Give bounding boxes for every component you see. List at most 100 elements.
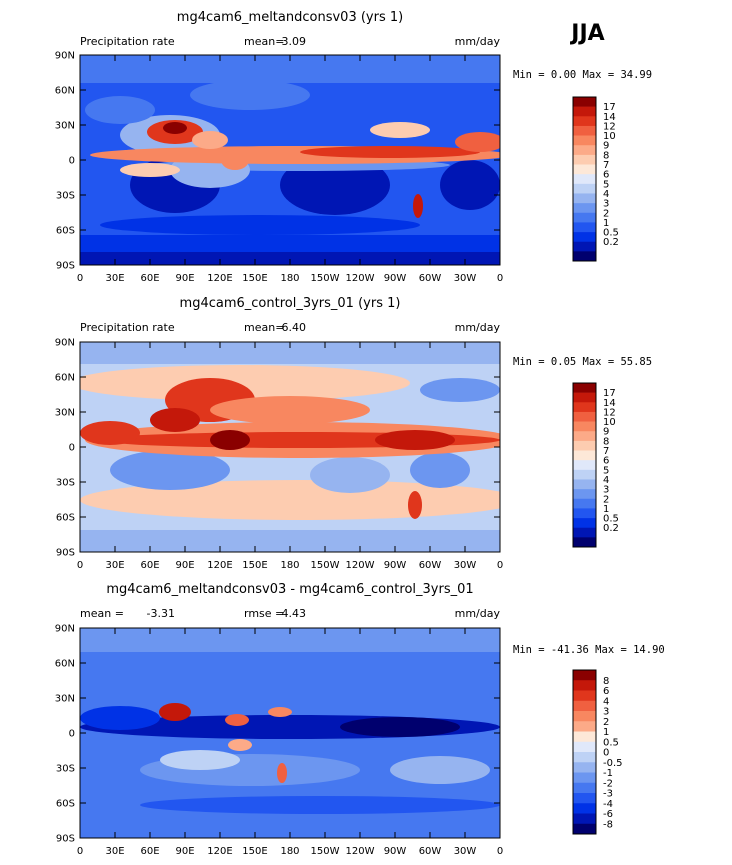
lat-tick-label: 30N xyxy=(55,121,75,132)
colorbar-label: 1 xyxy=(603,727,609,738)
panel-2-mean-value: 6.40 xyxy=(282,321,307,334)
lon-tick-label: 120W xyxy=(346,273,375,284)
lat-tick-label: 0 xyxy=(69,443,75,454)
colorbar-swatch xyxy=(573,241,596,252)
colorbar-label: 6 xyxy=(603,456,609,467)
colorbar-frame xyxy=(572,382,597,548)
panel-2-variable: Precipitation rate xyxy=(80,321,175,334)
panel-3-title: mg4cam6_meltandconsv03 - mg4cam6_control… xyxy=(106,582,473,597)
lon-tick-label: 180 xyxy=(280,273,299,284)
colorbar-swatch xyxy=(573,782,596,794)
panel-2-title: mg4cam6_control_3yrs_01 (yrs 1) xyxy=(180,296,401,311)
colorbar-swatch xyxy=(573,402,596,413)
colorbar-label: 4 xyxy=(603,189,609,200)
lon-tick-label: 120E xyxy=(207,846,232,857)
colorbar-label: 2 xyxy=(603,494,609,505)
colorbar-label: 9 xyxy=(603,141,609,152)
lon-tick-label: 150W xyxy=(311,560,340,571)
colorbar-swatch xyxy=(573,116,596,127)
colorbar-swatch xyxy=(573,670,596,681)
colorbar-frame xyxy=(572,96,597,262)
lat-tick-label: 60S xyxy=(56,226,75,237)
colorbar-label: 10 xyxy=(603,131,616,142)
season-label: JJA xyxy=(569,21,604,46)
colorbar-swatch xyxy=(573,383,596,393)
colorbar-swatch xyxy=(573,421,596,432)
lon-tick-label: 150E xyxy=(242,273,267,284)
colorbar-swatch xyxy=(573,97,596,107)
panel-3-mean-value: -3.31 xyxy=(147,607,175,620)
colorbar-swatch xyxy=(573,479,596,490)
colorbar-label: -4 xyxy=(603,799,613,810)
colorbar-label: 0.2 xyxy=(603,237,619,248)
colorbar-label: -2 xyxy=(603,778,613,789)
colorbar-label: 6 xyxy=(603,170,609,181)
colorbar-label: 9 xyxy=(603,427,609,438)
lon-tick-label: 30W xyxy=(454,560,477,571)
colorbar-swatch xyxy=(573,680,596,691)
lat-tick-label: 30S xyxy=(56,191,75,202)
colorbar-label: -6 xyxy=(603,809,613,820)
lat-tick-label: 60N xyxy=(55,659,75,670)
lon-tick-label: 90E xyxy=(175,846,194,857)
lon-tick-label: 30W xyxy=(454,846,477,857)
panel-3: mg4cam6_meltandconsv03 - mg4cam6_control… xyxy=(55,582,665,857)
colorbar-label: -8 xyxy=(603,819,613,830)
lon-tick-label: 120W xyxy=(346,846,375,857)
colorbar-label: 6 xyxy=(603,686,609,697)
lon-tick-label: 60E xyxy=(140,560,159,571)
colorbar-swatch xyxy=(573,164,596,175)
lon-tick-label: 150W xyxy=(311,846,340,857)
panel-1-lon-axis: 0 30E 60E 90E 120E 150E 180 150W 120W 90W 60W 30W 0 xyxy=(77,55,503,284)
colorbar-label: -0.5 xyxy=(603,758,623,769)
lon-tick-label: 0 xyxy=(77,273,83,284)
colorbar-label: 2 xyxy=(603,208,609,219)
lon-tick-label: 120E xyxy=(207,273,232,284)
lat-tick-label: 60S xyxy=(56,799,75,810)
colorbar-label: 14 xyxy=(603,398,616,409)
colorbar-swatch xyxy=(573,793,596,804)
lon-tick-label: 180 xyxy=(280,846,299,857)
panel-3-minmax: Min = -41.36 Max = 14.90 xyxy=(513,644,665,656)
colorbar-swatch xyxy=(573,711,596,722)
colorbar-label: 4 xyxy=(603,475,609,486)
colorbar-label: 1 xyxy=(603,504,609,515)
colorbar-swatch xyxy=(573,154,596,165)
colorbar-swatch xyxy=(573,135,596,146)
colorbar-label: 5 xyxy=(603,179,609,190)
colorbar-label: 17 xyxy=(603,388,616,399)
lon-tick-label: 30E xyxy=(105,560,124,571)
panel-3-rmse-value: 4.43 xyxy=(282,607,307,620)
lon-tick-label: 30W xyxy=(454,273,477,284)
colorbar-swatch xyxy=(573,460,596,471)
colorbar-swatch xyxy=(573,145,596,156)
panel-2-lon-axis: 0 30E 60E 90E 120E 150E 180 150W 120W 90W 60W 30W 0 xyxy=(77,342,503,571)
lat-tick-label: 90N xyxy=(55,51,75,62)
panel-2-map xyxy=(80,342,500,552)
lon-tick-label: 0 xyxy=(497,273,503,284)
panel-1-lat-axis: 90N 60N 30N 0 30S 60S 90S xyxy=(55,51,500,272)
lon-tick-label: 60W xyxy=(419,273,442,284)
lon-tick-label: 120E xyxy=(207,560,232,571)
colorbar-swatch xyxy=(573,232,596,243)
lon-tick-label: 0 xyxy=(497,560,503,571)
colorbar-label: 3 xyxy=(603,485,609,496)
lon-tick-label: 90W xyxy=(384,560,407,571)
colorbar-label: 8 xyxy=(603,436,609,447)
panel-1-title: mg4cam6_meltandconsv03 (yrs 1) xyxy=(177,10,403,25)
panel-2-minmax: Min = 0.05 Max = 55.85 xyxy=(513,356,652,368)
lon-tick-label: 90E xyxy=(175,560,194,571)
colorbar-swatch xyxy=(573,537,596,548)
colorbar-frame xyxy=(572,669,597,835)
panel-3-lat-axis: 90N 60N 30N 0 30S 60S 90S xyxy=(55,624,500,845)
panel-2-mean-label: mean= xyxy=(244,321,284,334)
colorbar-label: 12 xyxy=(603,121,616,132)
lat-tick-label: 90S xyxy=(56,261,75,272)
colorbar-label: 17 xyxy=(603,102,616,113)
lon-tick-label: 90E xyxy=(175,273,194,284)
panel-1-units: mm/day xyxy=(455,35,501,48)
colorbar-label: -1 xyxy=(603,768,613,779)
colorbar-swatch xyxy=(573,125,596,136)
